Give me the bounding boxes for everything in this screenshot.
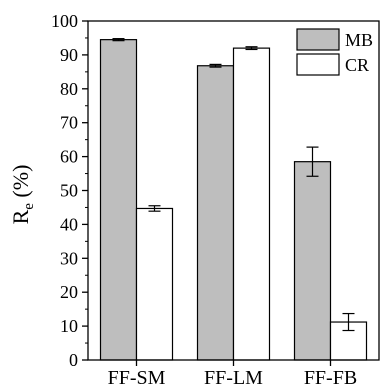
error-bar-mb-ff-lm	[209, 63, 222, 68]
y-axis: 0 10 20 30 40 50 60 70 80 90 100	[51, 11, 88, 370]
bar-mb-ff-lm	[196, 65, 235, 361]
x-tick-label: FF-SM	[108, 367, 166, 388]
y-tick-label: 90	[60, 45, 78, 65]
bar-cr-ff-sm	[135, 207, 174, 361]
bar-mb-ff-fb	[293, 161, 332, 361]
legend-label-mb: MB	[345, 30, 373, 50]
y-axis-label-main: R	[8, 209, 33, 224]
error-bar-cr-ff-lm	[245, 46, 258, 51]
legend-swatch-mb	[296, 28, 340, 51]
bar-cr-ff-lm	[232, 47, 271, 361]
y-tick-label: 10	[60, 316, 78, 336]
y-tick-label: 70	[60, 113, 78, 133]
legend-label-cr: CR	[345, 55, 369, 75]
y-axis-label: Re (%)	[8, 165, 37, 225]
y-tick-label: 30	[60, 248, 78, 268]
error-bar-mb-ff-sm	[112, 38, 125, 42]
error-bar-cr-ff-fb	[342, 312, 355, 332]
y-tick-label: 60	[60, 147, 78, 167]
error-bar-mb-ff-fb	[306, 146, 319, 177]
y-tick-label: 80	[60, 79, 78, 99]
error-bar-cr-ff-sm	[148, 205, 161, 212]
legend: MB CR	[296, 28, 373, 76]
y-axis-label-unit: (%)	[8, 165, 33, 203]
y-axis-label-subscript: e	[21, 203, 37, 210]
x-axis: FF-SM FF-LM FF-FB	[108, 360, 357, 388]
y-tick-label: 0	[69, 350, 78, 370]
y-tick-label: 50	[60, 181, 78, 201]
error-bars-group	[112, 38, 355, 332]
bar-mb-ff-sm	[99, 39, 138, 361]
y-tick-label: 40	[60, 214, 78, 234]
x-tick-label: FF-LM	[204, 367, 263, 388]
bars-group	[99, 39, 368, 361]
y-tick-label: 20	[60, 282, 78, 302]
x-tick-label: FF-FB	[304, 367, 357, 388]
legend-swatch-cr	[296, 53, 340, 76]
y-tick-label: 100	[51, 11, 78, 31]
